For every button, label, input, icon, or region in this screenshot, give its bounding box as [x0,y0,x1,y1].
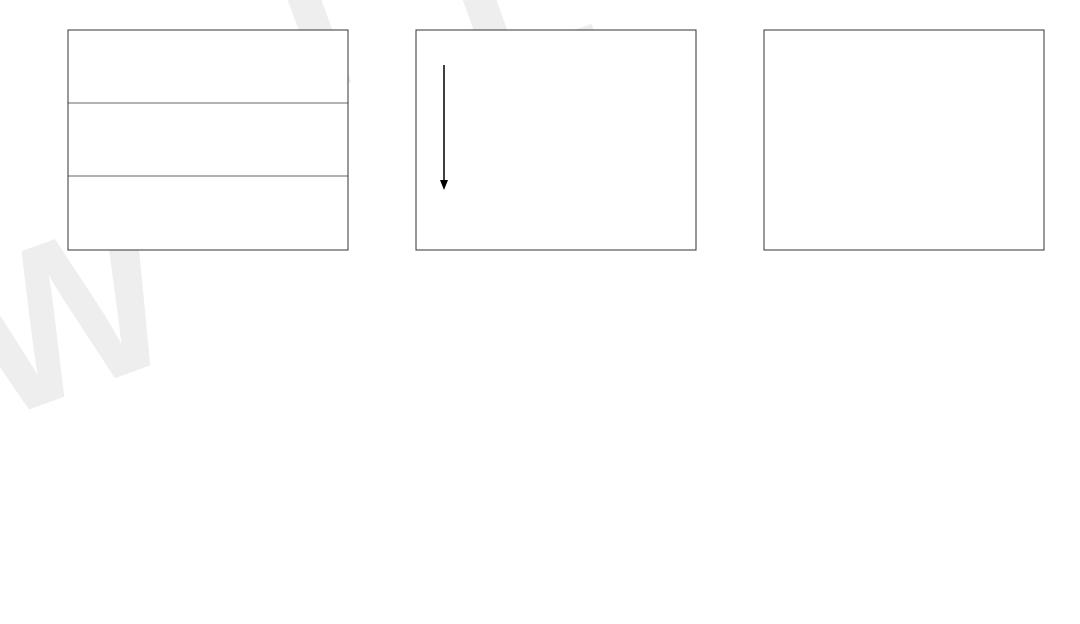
panel-c [716,10,1061,300]
panel-f-svg [716,308,1061,598]
panel-b [368,10,713,300]
panel-d [20,308,365,598]
panel-c-svg [716,10,1061,300]
panel-a-svg [20,10,365,300]
figure-root: W I L [20,10,1060,610]
panel-f [716,308,1061,598]
panel-a [20,10,365,300]
panel-e-svg [368,308,713,598]
panel-e [368,308,713,598]
panel-b-svg [368,10,713,300]
panel-d-svg [20,308,365,598]
